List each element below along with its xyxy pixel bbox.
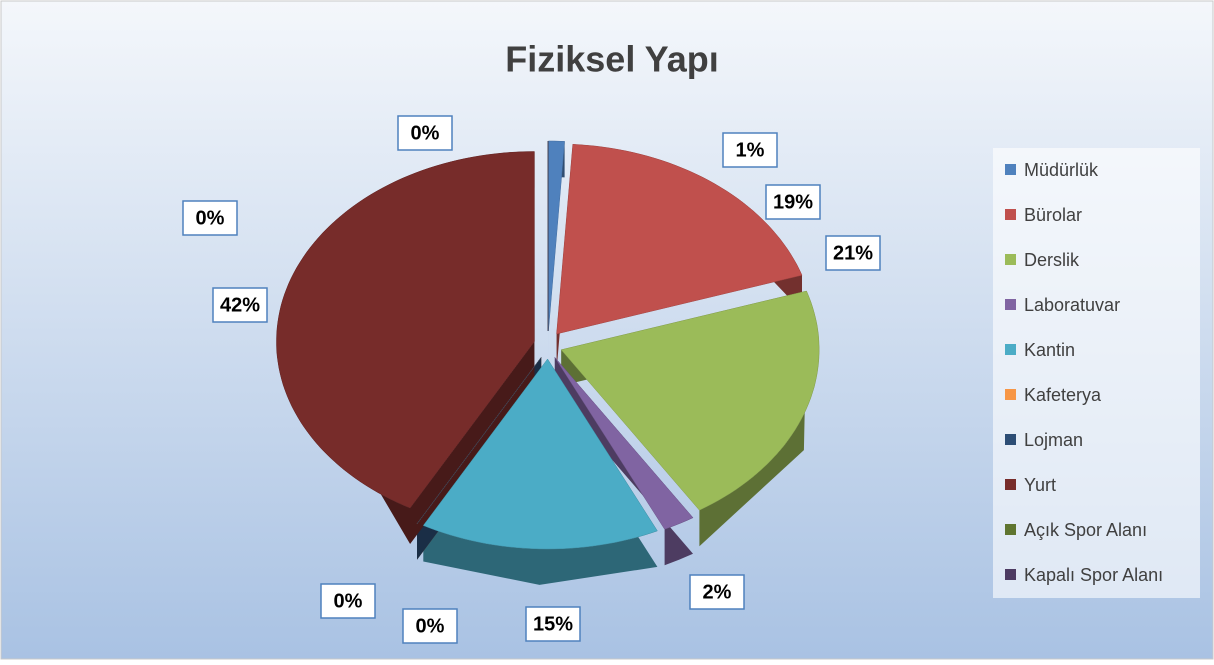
- data-label-box: [212, 287, 268, 323]
- data-label-box: [402, 608, 458, 644]
- data-label: 21%: [833, 242, 873, 264]
- data-label-box: [320, 583, 376, 619]
- data-label: 1%: [736, 139, 765, 161]
- legend-swatch: [1005, 389, 1016, 400]
- legend-box: [993, 148, 1200, 598]
- data-label: 0%: [411, 122, 440, 144]
- data-label: 0%: [196, 207, 225, 229]
- data-label: 15%: [533, 613, 573, 635]
- data-label-box: [765, 184, 821, 220]
- data-label-box: [397, 115, 453, 151]
- legend-swatch: [1005, 164, 1016, 175]
- data-label-box: [689, 574, 745, 610]
- legend-label: Laboratuvar: [1024, 295, 1120, 315]
- data-label-box: [825, 235, 881, 271]
- pie-slice: [416, 357, 542, 524]
- legend-swatch: [1005, 209, 1016, 220]
- legend-swatch: [1005, 299, 1016, 310]
- pie-slice: [554, 357, 694, 530]
- legend-swatch: [1005, 254, 1016, 265]
- legend-swatch: [1005, 344, 1016, 355]
- legend-label: Lojman: [1024, 430, 1083, 450]
- pie-slice: [548, 140, 565, 332]
- data-label-box: [182, 200, 238, 236]
- pie-slice: [276, 151, 535, 509]
- legend-label: Yurt: [1024, 475, 1056, 495]
- data-label-box: [722, 132, 778, 168]
- legend-label: Kantin: [1024, 340, 1075, 360]
- legend-swatch: [1005, 434, 1016, 445]
- legend-label: Kapalı Spor Alanı: [1024, 565, 1163, 585]
- legend-label: Derslik: [1024, 250, 1080, 270]
- data-label: 42%: [220, 294, 260, 316]
- data-label: 19%: [773, 191, 813, 213]
- legend-label: Bürolar: [1024, 205, 1082, 225]
- pie-slice: [422, 358, 658, 550]
- data-label: 0%: [334, 590, 363, 612]
- legend-label: Kafeterya: [1024, 385, 1102, 405]
- data-label-box: [525, 606, 581, 642]
- pie-slice: [560, 290, 820, 511]
- legend-label: Müdürlük: [1024, 160, 1099, 180]
- data-label: 0%: [416, 615, 445, 637]
- legend-label: Açık Spor Alanı: [1024, 520, 1147, 540]
- legend-swatch: [1005, 479, 1016, 490]
- pie-slice: [556, 144, 803, 335]
- chart-title: Fiziksel Yapı: [505, 39, 718, 80]
- legend-swatch: [1005, 524, 1016, 535]
- data-label: 2%: [703, 581, 732, 603]
- legend-swatch: [1005, 569, 1016, 580]
